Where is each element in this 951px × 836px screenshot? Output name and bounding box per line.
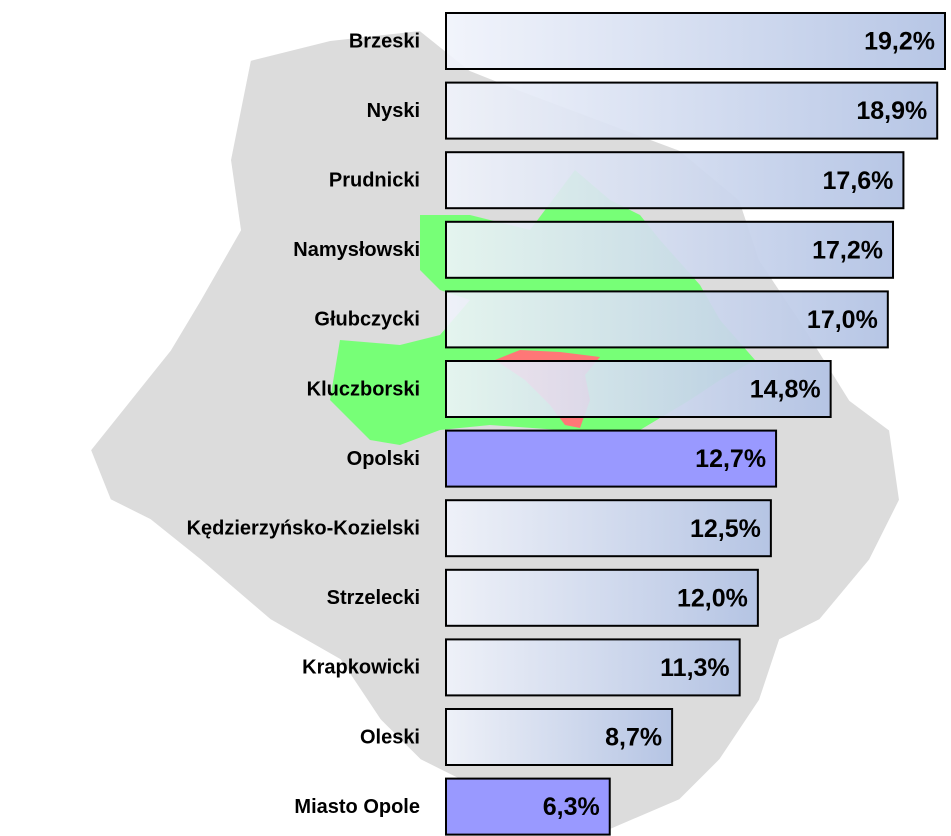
category-label: Opolski — [347, 448, 420, 470]
value-label: 18,9% — [856, 97, 927, 125]
category-label: Kluczborski — [307, 378, 420, 400]
category-label: Brzeski — [349, 30, 420, 52]
value-label: 17,6% — [823, 167, 894, 195]
bar — [445, 708, 674, 766]
value-label: 19,2% — [864, 28, 935, 56]
bar — [445, 81, 939, 140]
category-label: Głubczycki — [314, 309, 420, 331]
bar — [445, 220, 895, 279]
bar — [445, 360, 832, 418]
category-label: Miasto Opole — [294, 796, 420, 818]
bar — [445, 638, 741, 697]
value-label: 6,3% — [543, 793, 600, 821]
bar — [445, 290, 889, 349]
bars: Brzeski 19,2% Nyski 18,9% Prudnicki 17,6% Namy… — [187, 12, 946, 836]
category-label: Krapkowicki — [302, 657, 420, 679]
value-label: 12,5% — [690, 515, 761, 543]
bar — [445, 151, 905, 210]
category-label: Oleski — [360, 726, 420, 748]
category-label: Prudnicki — [329, 169, 420, 191]
bar — [445, 568, 759, 627]
bar — [445, 12, 946, 70]
value-label: 14,8% — [750, 376, 821, 404]
category-label: Kędzierzyńsko-Kozielski — [187, 517, 420, 539]
category-label: Nyski — [367, 100, 420, 122]
value-label: 17,2% — [812, 236, 883, 264]
value-label: 8,7% — [605, 724, 662, 752]
value-label: 11,3% — [660, 654, 730, 682]
value-label: 12,7% — [695, 445, 766, 473]
category-label: Namysłowski — [293, 239, 420, 261]
category-label: Strzelecki — [327, 587, 420, 609]
value-label: 17,0% — [807, 306, 878, 334]
bar — [445, 499, 772, 558]
bar — [445, 777, 611, 836]
bar — [445, 429, 778, 488]
value-label: 12,0% — [677, 584, 748, 612]
